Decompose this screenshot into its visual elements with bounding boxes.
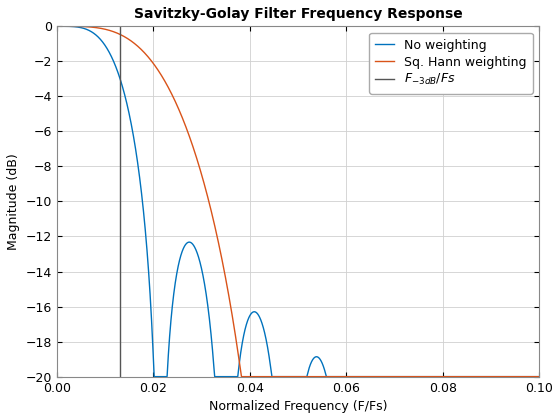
No weighting <box>138 186 144 191</box>
Title: Savitzky-Golay Filter Frequency Response: Savitzky-Golay Filter Frequency Response <box>133 7 463 21</box>
Sq. Hann weighting <box>267 374 274 379</box>
F_{-3dB}/Fs <box>116 6 123 11</box>
Sq. Hann weighting <box>540 374 547 379</box>
F_{-3dB}/Fs <box>116 24 123 29</box>
No weighting <box>311 355 318 360</box>
Line: Sq. Hann weighting: Sq. Hann weighting <box>57 26 544 377</box>
Sq. Hann weighting <box>254 374 261 379</box>
Sq. Hann weighting <box>53 24 60 29</box>
No weighting <box>267 364 274 369</box>
No weighting <box>203 294 210 299</box>
No weighting <box>540 374 547 379</box>
Sq. Hann weighting <box>138 47 144 52</box>
X-axis label: Normalized Frequency (F/Fs): Normalized Frequency (F/Fs) <box>209 400 387 413</box>
No weighting <box>254 312 261 317</box>
Sq. Hann weighting <box>311 374 318 379</box>
No weighting <box>151 374 157 379</box>
No weighting <box>86 28 93 33</box>
Sq. Hann weighting <box>86 24 93 29</box>
Sq. Hann weighting <box>203 190 210 195</box>
Legend: No weighting, Sq. Hann weighting, $F_{-3dB}/Fs$: No weighting, Sq. Hann weighting, $F_{-3… <box>369 32 533 94</box>
Y-axis label: Magnitude (dB): Magnitude (dB) <box>7 153 20 250</box>
Line: No weighting: No weighting <box>57 26 544 377</box>
No weighting <box>53 24 60 29</box>
Sq. Hann weighting <box>238 374 245 379</box>
